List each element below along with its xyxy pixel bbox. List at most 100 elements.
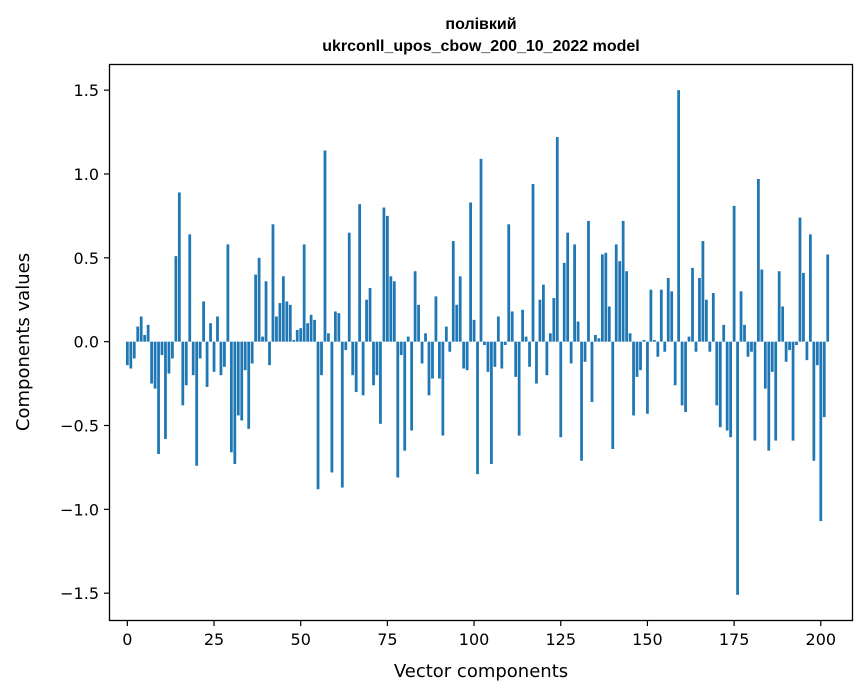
bar: [670, 291, 674, 342]
bar: [493, 341, 497, 367]
x-tick-label: 200: [806, 630, 837, 649]
bar: [524, 336, 528, 342]
bar: [413, 271, 417, 342]
bar: [292, 339, 296, 342]
bar: [451, 241, 455, 342]
bar: [399, 341, 403, 356]
bar: [410, 341, 414, 431]
bar: [219, 341, 223, 376]
bar: [403, 341, 407, 451]
bar: [725, 341, 729, 431]
bar: [507, 224, 511, 342]
bar: [337, 313, 341, 342]
bar: [160, 341, 164, 356]
bar: [375, 341, 379, 376]
bar: [704, 299, 708, 342]
bar: [777, 271, 781, 342]
bar: [691, 267, 694, 342]
bar: [233, 341, 237, 465]
bar: [594, 334, 597, 342]
bar: [607, 306, 611, 342]
bar: [250, 341, 254, 364]
bar: [340, 341, 344, 488]
bar: [815, 341, 819, 366]
bar: [805, 341, 809, 361]
bar: [566, 232, 570, 342]
bar: [150, 341, 153, 384]
bar: [264, 281, 268, 342]
bar: [212, 341, 216, 372]
x-tick-label: 125: [545, 630, 576, 649]
bar: [226, 244, 230, 342]
bar: [365, 299, 368, 342]
bar: [756, 179, 760, 342]
bar: [431, 341, 434, 379]
bar: [718, 341, 722, 428]
bar: [184, 341, 188, 386]
bar: [333, 311, 337, 342]
bar: [448, 341, 452, 352]
bar: [646, 341, 649, 414]
bar: [479, 158, 483, 342]
bar: [361, 341, 365, 396]
bar: [455, 304, 459, 342]
bar: [243, 341, 247, 371]
bar: [389, 276, 393, 342]
bar: [750, 341, 753, 352]
bar: [354, 341, 358, 392]
bar: [795, 341, 798, 346]
bar: [285, 301, 289, 342]
chart-title-line1: полівкий: [445, 16, 516, 33]
bar: [770, 341, 774, 372]
bar: [802, 272, 805, 342]
x-axis-label: Vector components: [394, 661, 568, 682]
bar: [587, 220, 590, 342]
bar: [739, 291, 743, 342]
bar: [774, 341, 778, 441]
bar: [673, 341, 677, 386]
y-tick-label: −0.5: [60, 416, 99, 435]
bar: [635, 341, 639, 377]
bar: [763, 341, 767, 389]
bar: [517, 341, 521, 436]
bar: [528, 341, 531, 367]
bar: [309, 314, 313, 342]
bar: [642, 339, 646, 342]
bar: [396, 341, 400, 478]
bar: [490, 341, 493, 465]
x-tick-label: 100: [459, 630, 490, 649]
bar: [157, 341, 160, 455]
bar: [784, 341, 788, 362]
bar: [711, 293, 715, 342]
bar: [604, 252, 608, 342]
bar: [368, 288, 372, 342]
bar: [295, 329, 299, 342]
bar: [191, 341, 195, 376]
bar: [545, 341, 549, 376]
bar: [139, 316, 143, 342]
bar: [129, 341, 133, 369]
bar: [826, 254, 830, 342]
bar: [760, 269, 764, 342]
bar: [781, 306, 785, 342]
bar: [576, 321, 580, 342]
bar: [306, 323, 310, 342]
bar: [562, 262, 566, 342]
bar: [743, 324, 746, 342]
bar: [767, 341, 771, 451]
x-tick-label: 175: [719, 630, 750, 649]
bar: [358, 204, 362, 342]
bar: [614, 244, 618, 342]
bar: [438, 341, 441, 379]
bar: [611, 341, 615, 449]
bar: [753, 341, 757, 441]
bar: [521, 309, 524, 342]
bar: [382, 207, 386, 342]
bar: [205, 341, 209, 387]
bar: [302, 244, 306, 342]
bar: [392, 281, 396, 342]
bar: [171, 341, 174, 359]
bar: [666, 277, 670, 342]
y-tick-label: 0.0: [74, 333, 99, 352]
bar: [500, 341, 504, 369]
